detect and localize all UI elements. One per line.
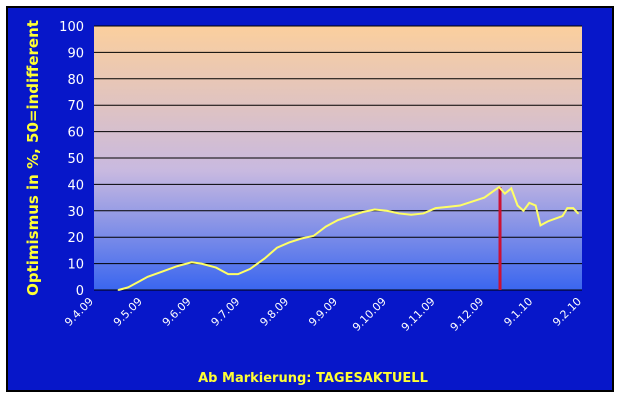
x-tick-label: 9.8.09 <box>257 295 291 329</box>
data-point <box>127 286 129 289</box>
data-point <box>137 281 139 283</box>
y-tick-label: 60 <box>67 126 84 141</box>
y-tick-label: 30 <box>67 205 84 220</box>
data-point <box>459 204 461 207</box>
series-line <box>118 185 579 291</box>
y-axis-label: Optimismus in %, 50=indifferent <box>24 20 42 296</box>
data-point <box>215 266 217 269</box>
series-points <box>117 186 579 291</box>
data-point <box>561 215 564 217</box>
y-tick-label: 90 <box>67 46 84 61</box>
data-point <box>483 196 486 199</box>
y-tick-label: 70 <box>67 99 84 114</box>
data-point <box>117 289 120 291</box>
data-point <box>161 270 164 273</box>
x-tick-label: 9.11.09 <box>399 295 438 334</box>
y-tick-label: 50 <box>67 152 84 167</box>
data-point <box>176 265 178 268</box>
x-tick-label: 9.10.09 <box>350 295 389 334</box>
data-point <box>510 187 513 190</box>
data-point <box>516 204 519 207</box>
data-point <box>227 273 229 275</box>
data-point <box>577 212 579 215</box>
data-point <box>264 257 266 260</box>
data-point <box>410 213 413 216</box>
data-point <box>349 215 352 217</box>
x-axis-ticks: 9.4.09 9.5.09 9.6.09 9.7.09 9.8.09 9.9.09 9.10… <box>62 295 584 334</box>
data-point <box>190 261 193 264</box>
y-tick-label: 0 <box>76 284 84 299</box>
data-point <box>300 237 303 240</box>
y-tick-label: 80 <box>67 73 84 88</box>
y-tick-label: 100 <box>59 20 84 35</box>
data-point <box>337 219 339 221</box>
data-point <box>504 192 506 195</box>
data-point <box>554 217 556 220</box>
data-point <box>288 241 291 244</box>
data-point <box>498 186 500 188</box>
data-point <box>534 204 537 207</box>
data-point <box>373 208 376 211</box>
data-point <box>566 207 569 209</box>
data-point <box>539 224 542 227</box>
data-point <box>361 211 364 213</box>
footer-note: Ab Markierung: TAGESAKTUELL <box>198 371 428 386</box>
y-tick-label: 40 <box>67 178 84 193</box>
data-point <box>528 202 531 204</box>
y-tick-label: 20 <box>67 231 84 246</box>
data-point <box>249 268 251 270</box>
data-point <box>398 212 400 215</box>
y-axis-ticks: 0 10 20 30 40 50 60 70 80 90 100 <box>59 20 84 299</box>
data-point <box>547 220 549 223</box>
data-point <box>434 207 437 209</box>
x-tick-label: 9.1.10 <box>501 295 535 329</box>
x-tick-label: 9.2.10 <box>550 295 584 329</box>
data-point <box>447 206 449 208</box>
data-point <box>490 191 493 194</box>
x-tick-label: 9.4.09 <box>62 295 96 329</box>
x-tick-label: 9.5.09 <box>111 295 145 329</box>
x-tick-label: 9.6.09 <box>160 295 194 329</box>
x-tick-label: 9.12.09 <box>448 295 487 334</box>
data-point <box>237 273 239 275</box>
data-point <box>325 225 327 228</box>
x-tick-label: 9.9.09 <box>306 295 340 329</box>
x-tick-label: 9.7.09 <box>209 295 243 329</box>
data-point <box>312 235 315 237</box>
data-point <box>386 210 388 212</box>
data-point <box>422 212 425 215</box>
data-point <box>471 200 474 203</box>
data-point <box>522 210 525 212</box>
y-tick-label: 10 <box>67 258 84 273</box>
data-point <box>572 207 575 209</box>
data-point <box>200 262 203 265</box>
data-point <box>276 246 278 249</box>
data-point <box>146 276 149 278</box>
